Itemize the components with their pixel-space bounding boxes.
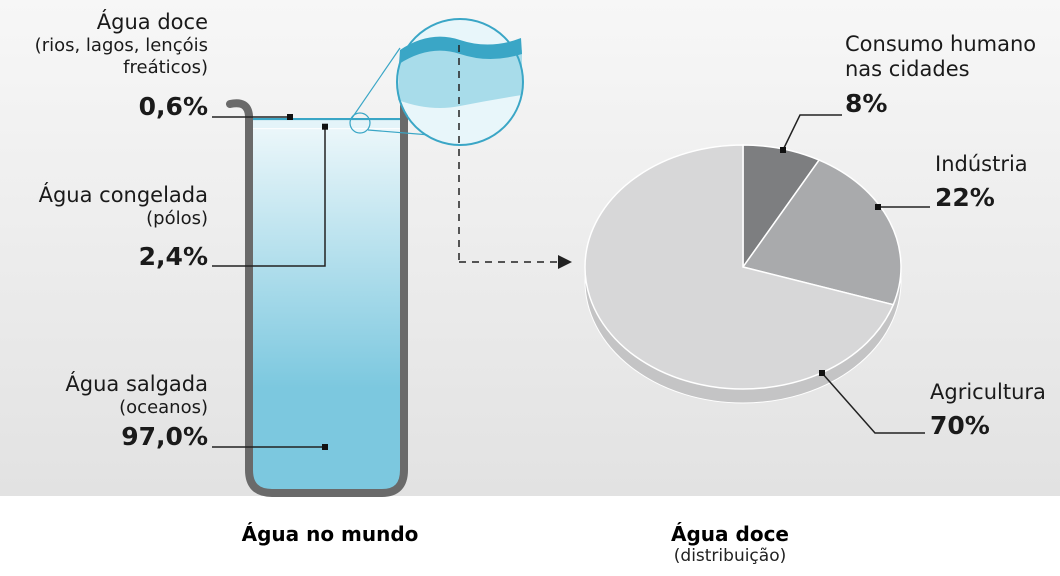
- zoom-frozen: [398, 47, 522, 108]
- category-label: Água doce: [96, 10, 208, 34]
- glass: [226, 99, 408, 497]
- value-label: 22%: [935, 183, 995, 212]
- leader-line: [782, 114, 842, 151]
- value-label: 8%: [845, 89, 888, 118]
- value-label: 2,4%: [138, 242, 208, 271]
- zoom-small: [349, 112, 371, 134]
- category-note: (oceanos): [119, 397, 208, 418]
- leader-line: [212, 126, 326, 267]
- leader-dot: [819, 370, 825, 376]
- value-label: 97,0%: [121, 422, 208, 451]
- zoom-line: [351, 47, 401, 119]
- category-label: Água congelada: [38, 183, 208, 207]
- leader-line: [821, 372, 925, 434]
- pie-slice: [584, 144, 895, 390]
- leader-dot: [322, 444, 328, 450]
- pie-slice: [741, 159, 902, 306]
- category-label: Consumo humano nas cidades: [845, 32, 1037, 81]
- zoom-ring: [396, 18, 524, 146]
- chart-title: Água no mundo: [241, 522, 419, 546]
- value-label: 70%: [930, 411, 990, 440]
- water-shading: [252, 128, 401, 389]
- chart-subtitle: (distribuição): [673, 546, 787, 566]
- category-label: Água salgada: [65, 372, 208, 396]
- leader-dot: [287, 114, 293, 120]
- leader-dot: [322, 123, 328, 130]
- water-layer: [252, 118, 401, 121]
- category-note: (rios, lagos, lençóis freáticos): [34, 35, 208, 78]
- leader-dot: [875, 204, 881, 210]
- value-label: 0,6%: [138, 92, 208, 121]
- leader-dot: [780, 147, 786, 153]
- category-label: Agricultura: [930, 380, 1046, 404]
- category-note: (pólos): [146, 208, 208, 229]
- zoom-line: [367, 129, 431, 136]
- zoom-fresh: [399, 36, 522, 64]
- chart-title: Água doce: [671, 522, 789, 546]
- category-label: Indústria: [935, 152, 1028, 176]
- decorations: [458, 45, 572, 269]
